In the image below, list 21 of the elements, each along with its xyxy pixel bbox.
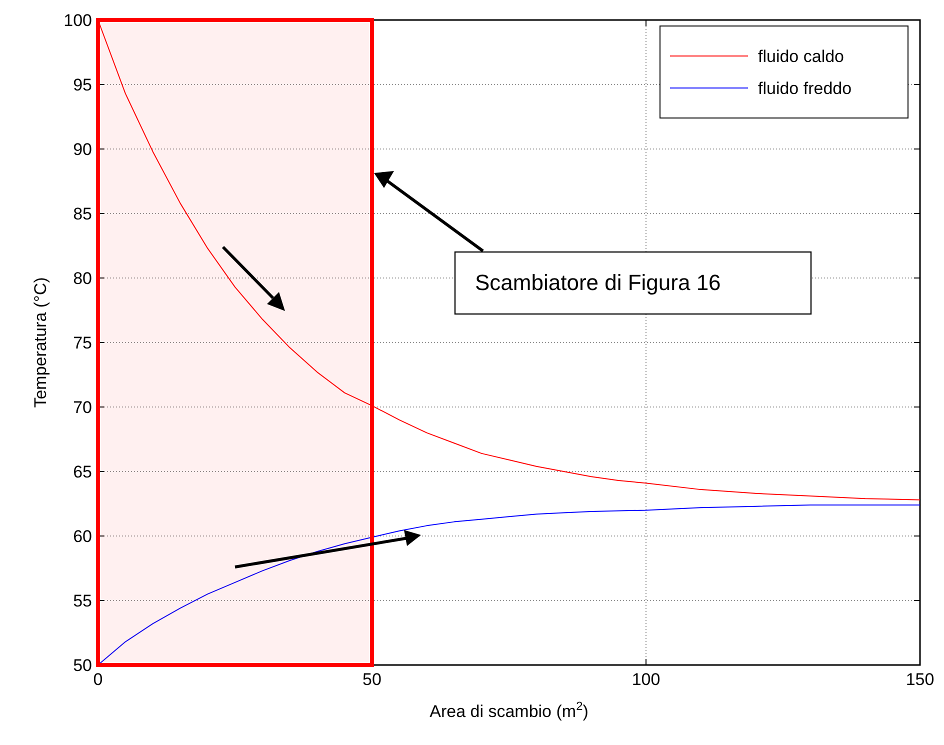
x-tick-label: 100 [632, 670, 660, 689]
x-axis-title: Area di scambio (m$^{2}$) [430, 699, 588, 721]
x-tick-label: 150 [906, 670, 934, 689]
y-tick-label: 100 [64, 10, 92, 30]
y-tick-label: 75 [73, 333, 92, 352]
y-tick-label: 90 [73, 140, 92, 159]
y-tick-label: 65 [73, 462, 92, 482]
line-series [98, 504, 920, 666]
y-axis-title: Temperatura (°C) [31, 277, 50, 408]
annotation: Scambiatore di Figura 16 [475, 270, 721, 295]
y-tick-label: 95 [73, 75, 92, 94]
x-tick-label: 0 [93, 670, 103, 689]
legend-label: fluido caldo [758, 46, 844, 66]
y-tick-label: 60 [73, 526, 92, 546]
y-tick-label: 55 [73, 591, 92, 610]
y-tick-label: 85 [73, 204, 92, 224]
x-tick-label: 50 [362, 670, 382, 689]
y-tick-label: 50 [73, 656, 92, 675]
y-tick-label: 70 [73, 398, 92, 417]
legend-label: fluido freddo [758, 78, 852, 98]
y-tick-label: 80 [73, 268, 92, 288]
